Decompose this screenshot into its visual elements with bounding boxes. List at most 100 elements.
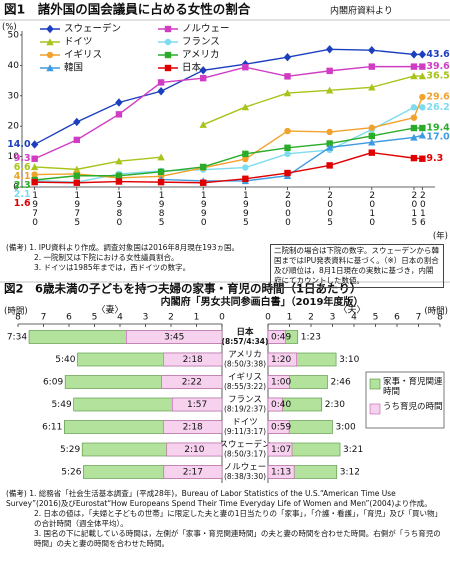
- series-line: [202, 75, 423, 126]
- bar: [163, 465, 223, 479]
- marker: [418, 50, 427, 59]
- chart-title: 図2 6歳未満の子どもを持つ夫婦の家事・育児の時間（1日あたり）: [4, 282, 362, 296]
- marker: [325, 86, 334, 94]
- note: 2. 一院制又は下院における女性議員割合。: [34, 253, 179, 262]
- x-tick-label: 5: [92, 313, 98, 323]
- category-total: (8:55/3:22): [224, 382, 266, 391]
- legend-box: [365, 371, 445, 429]
- legend-item: うち育児の時間: [383, 402, 443, 412]
- legend-label: うち育児の時間: [383, 402, 443, 412]
- marker: [410, 104, 418, 111]
- marker: [115, 98, 123, 107]
- data-label: 2.3: [14, 180, 31, 191]
- data-label: 2:17: [183, 468, 203, 478]
- category-total: (8:50/3:38): [224, 360, 266, 369]
- marker: [200, 179, 207, 186]
- series-line: [161, 134, 423, 182]
- data-label: 5:26: [61, 468, 81, 478]
- x-tick-label: 2000: [283, 191, 293, 227]
- marker: [73, 136, 80, 144]
- marker: [73, 165, 81, 173]
- legend-marker: [46, 51, 54, 59]
- marker: [242, 64, 249, 71]
- legend-marker: [164, 51, 172, 59]
- marker: [199, 66, 207, 75]
- x-tick-label: 1975: [72, 191, 83, 227]
- legend-marker: [46, 24, 54, 34]
- marker: [115, 172, 123, 179]
- y-tick-label: 10: [8, 152, 20, 162]
- marker: [283, 89, 292, 97]
- bar: [267, 397, 283, 412]
- x-tick-label: 1980: [114, 191, 125, 227]
- data-label: 5:40: [55, 355, 75, 365]
- marker: [242, 155, 249, 163]
- legend-swatch: [369, 378, 381, 390]
- data-label: 19.4: [426, 123, 450, 134]
- marker: [157, 153, 165, 161]
- marker: [418, 72, 427, 80]
- category-label: ノルウェー: [224, 463, 267, 473]
- marker: [157, 79, 165, 86]
- marker: [73, 179, 80, 186]
- notes: (備考) 1. IPU資料より作成。調査対象国は2016年8月現在193ヵ国。 2…: [6, 243, 268, 273]
- data-label: 17.0: [426, 132, 450, 143]
- y-tick-label: 50: [8, 31, 20, 41]
- category-label: アメリカ: [228, 350, 262, 360]
- data-label: 1:57: [187, 400, 207, 410]
- marker: [326, 67, 333, 75]
- data-label: 1:23: [301, 333, 321, 343]
- legend-label: アメリカ: [182, 50, 220, 61]
- x-tick-label: 1: [194, 313, 200, 323]
- data-label: 9.3: [426, 153, 443, 164]
- series-line: [34, 127, 423, 181]
- bar: [161, 375, 223, 389]
- axis-unit: (時間): [4, 307, 28, 317]
- data-label: 4.1: [14, 171, 31, 182]
- legend-marker: [46, 38, 54, 46]
- data-label: 7:34: [7, 333, 27, 343]
- marker: [31, 155, 38, 162]
- x-tick-label: 1: [287, 313, 293, 323]
- legend-label: 家事・育児関連時間: [383, 377, 443, 397]
- legend-marker: [164, 38, 172, 46]
- x-tick-label: 1995: [240, 191, 251, 227]
- data-label: 6:09: [43, 378, 63, 388]
- marker: [419, 93, 426, 101]
- data-label: 14.0: [7, 139, 31, 150]
- marker: [410, 124, 418, 132]
- note: (備考) 1. IPU資料より作成。調査対象国は2016年8月現在193ヵ国。: [6, 243, 240, 252]
- x-axis-label: (年): [433, 231, 448, 242]
- bar: [163, 352, 223, 367]
- data-label: 43.6: [426, 49, 450, 60]
- marker: [200, 74, 207, 82]
- data-label: 2:46: [330, 378, 350, 388]
- marker: [284, 144, 291, 151]
- x-tick-label: 3: [330, 313, 336, 323]
- marker: [284, 127, 291, 135]
- marker: [157, 87, 165, 96]
- bar: [163, 420, 223, 434]
- marker: [419, 124, 426, 132]
- bar: [267, 375, 290, 389]
- data-label: 3:10: [339, 355, 359, 365]
- legend-label: イギリス: [64, 50, 102, 61]
- bar: [267, 465, 295, 479]
- marker: [157, 168, 165, 175]
- data-label: 2:22: [182, 378, 202, 388]
- x-tick-label: 7: [416, 313, 422, 323]
- marker: [200, 163, 207, 171]
- data-label: 3:45: [164, 333, 184, 343]
- data-label: 5:49: [51, 400, 71, 410]
- x-tick-label: 4: [117, 313, 123, 323]
- x-tick-label: 7: [41, 313, 47, 323]
- bar: [267, 442, 293, 457]
- marker: [418, 131, 427, 139]
- x-tick-label: 3: [143, 313, 149, 323]
- data-label: 0:59: [271, 423, 291, 433]
- marker: [368, 124, 375, 131]
- y-axis-label: (%): [2, 23, 17, 33]
- data-label: 1:07: [271, 445, 291, 455]
- x-tick-label: 2: [168, 313, 174, 323]
- data-label: 2:10: [184, 445, 204, 455]
